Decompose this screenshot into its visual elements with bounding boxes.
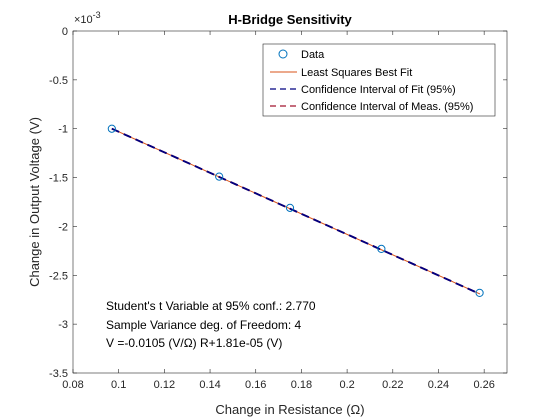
x-tick-label: 0.22 [382,379,403,391]
y-axis-exponent: ×10-3 [74,10,101,26]
annotation-deg-freedom: Sample Variance deg. of Freedom: 4 [106,318,302,332]
x-axis-ticks: 0.08 0.1 0.12 0.14 0.16 0.18 0.2 0.22 0.24 0.26 [62,31,495,391]
legend-label-fit: Least Squares Best Fit [301,67,412,79]
y-axis-label: Change in Output Voltage (V) [27,117,42,287]
legend: Data Least Squares Best Fit Confidence I… [262,43,496,117]
legend-box [262,43,496,117]
x-tick-label: 0.18 [291,379,312,391]
x-tick-label: 0.26 [473,379,494,391]
y-tick-label: 0 [62,26,68,38]
exponent-power: -3 [93,10,101,20]
legend-label-ci-meas: Confidence Interval of Meas. (95%) [301,101,473,113]
x-tick-label: 0.14 [199,379,220,391]
data-point [285,203,295,212]
legend-label-ci-fit: Confidence Interval of Fit (95%) [301,84,456,96]
x-tick-label: 0.2 [339,379,354,391]
data-point [475,288,484,297]
data-point [107,124,116,133]
annotation-block: Student's t Variable at 95% conf.: 2.770… [106,299,316,350]
plot-frame [72,30,508,374]
data-layer [107,124,484,297]
x-axis-label: Change in Resistance (Ω) [215,402,364,417]
data-point [377,244,386,254]
data-point [215,172,224,181]
y-tick-label: -3 [58,319,68,331]
y-tick-label: -2.5 [49,270,68,282]
y-tick-label: -0.5 [49,75,68,87]
y-tick-label: -3.5 [49,368,68,380]
x-tick-label: 0.24 [428,379,449,391]
annotation-t-variable: Student's t Variable at 95% conf.: 2.770 [106,299,316,313]
exponent-base: ×10 [74,14,93,26]
x-tick-label: 0.12 [154,379,175,391]
legend-label-data: Data [301,49,325,61]
y-tick-label: -1 [58,124,68,136]
chart-title: H-Bridge Sensitivity [228,12,352,27]
x-tick-label: 0.16 [245,379,266,391]
y-axis-ticks: 0 -0.5 -1 -1.5 -2 -2.5 -3 -3.5 [49,26,507,380]
x-tick-label: 0.1 [111,379,126,391]
y-tick-label: -2 [58,221,68,233]
y-tick-label: -1.5 [49,173,68,185]
x-tick-label: 0.08 [62,379,83,391]
legend-marker-data [278,49,288,59]
annotation-equation: V =-0.0105 (V/Ω) R+1.81e-05 (V) [106,336,282,350]
ci-fit-line [111,127,480,295]
